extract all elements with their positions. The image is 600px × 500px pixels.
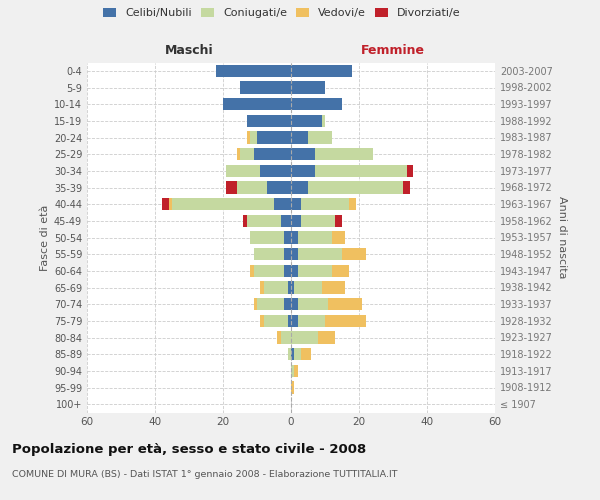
Bar — [291, 298, 298, 310]
Bar — [291, 148, 315, 160]
Bar — [291, 164, 315, 177]
Bar — [284, 248, 291, 260]
Bar — [240, 81, 291, 94]
Bar — [291, 381, 295, 394]
Bar — [291, 198, 301, 210]
Bar — [291, 81, 325, 94]
Bar — [301, 348, 311, 360]
Bar — [342, 248, 366, 260]
Bar — [169, 198, 172, 210]
Text: COMUNE DI MURA (BS) - Dati ISTAT 1° gennaio 2008 - Elaborazione TUTTITALIA.IT: COMUNE DI MURA (BS) - Dati ISTAT 1° genn… — [12, 470, 398, 479]
Bar — [301, 214, 335, 227]
Bar — [291, 98, 342, 110]
Bar — [226, 181, 236, 194]
Bar — [260, 164, 291, 177]
Bar — [223, 98, 291, 110]
Bar — [240, 148, 254, 160]
Bar — [254, 248, 284, 260]
Bar — [257, 131, 291, 144]
Bar — [335, 214, 342, 227]
Bar — [277, 331, 281, 344]
Bar — [254, 298, 257, 310]
Bar — [291, 114, 322, 127]
Bar — [281, 331, 291, 344]
Bar — [332, 264, 349, 277]
Bar — [247, 114, 291, 127]
Bar — [236, 181, 267, 194]
Bar — [332, 231, 346, 244]
Bar — [308, 181, 403, 194]
Bar — [172, 198, 274, 210]
Bar — [322, 114, 325, 127]
Bar — [260, 314, 264, 327]
Text: Maschi: Maschi — [164, 44, 214, 58]
Bar — [247, 214, 281, 227]
Bar — [291, 314, 298, 327]
Bar — [301, 198, 349, 210]
Text: Femmine: Femmine — [361, 44, 425, 58]
Bar — [284, 264, 291, 277]
Bar — [226, 164, 260, 177]
Bar — [264, 314, 287, 327]
Bar — [247, 131, 250, 144]
Bar — [250, 264, 254, 277]
Bar — [295, 364, 298, 377]
Bar — [291, 181, 308, 194]
Bar — [250, 131, 257, 144]
Bar — [254, 264, 284, 277]
Bar — [349, 198, 356, 210]
Bar — [318, 331, 335, 344]
Bar — [287, 314, 291, 327]
Bar — [298, 248, 342, 260]
Bar — [267, 181, 291, 194]
Legend: Celibi/Nubili, Coniugati/e, Vedovi/e, Divorziati/e: Celibi/Nubili, Coniugati/e, Vedovi/e, Di… — [101, 6, 463, 20]
Bar — [236, 148, 240, 160]
Bar — [162, 198, 169, 210]
Bar — [322, 281, 346, 293]
Bar — [328, 298, 362, 310]
Bar — [298, 298, 328, 310]
Bar — [254, 148, 291, 160]
Bar — [284, 231, 291, 244]
Bar — [281, 214, 291, 227]
Bar — [274, 198, 291, 210]
Bar — [291, 214, 301, 227]
Bar — [287, 281, 291, 293]
Bar — [216, 64, 291, 77]
Bar — [291, 231, 298, 244]
Bar — [260, 281, 264, 293]
Bar — [407, 164, 413, 177]
Bar — [315, 148, 373, 160]
Bar — [291, 131, 308, 144]
Bar — [308, 131, 332, 144]
Bar — [298, 231, 332, 244]
Bar — [295, 281, 322, 293]
Bar — [264, 281, 287, 293]
Bar — [291, 348, 295, 360]
Bar — [298, 264, 332, 277]
Y-axis label: Fasce di età: Fasce di età — [40, 204, 50, 270]
Bar — [291, 248, 298, 260]
Bar — [291, 331, 318, 344]
Bar — [298, 314, 325, 327]
Bar — [291, 64, 352, 77]
Bar — [295, 348, 301, 360]
Bar — [325, 314, 366, 327]
Bar — [291, 281, 295, 293]
Bar — [403, 181, 410, 194]
Bar — [291, 264, 298, 277]
Bar — [244, 214, 247, 227]
Bar — [284, 298, 291, 310]
Bar — [257, 298, 284, 310]
Bar — [291, 364, 295, 377]
Y-axis label: Anni di nascita: Anni di nascita — [557, 196, 566, 278]
Bar — [315, 164, 407, 177]
Text: Popolazione per età, sesso e stato civile - 2008: Popolazione per età, sesso e stato civil… — [12, 442, 366, 456]
Bar — [287, 348, 291, 360]
Bar — [250, 231, 284, 244]
